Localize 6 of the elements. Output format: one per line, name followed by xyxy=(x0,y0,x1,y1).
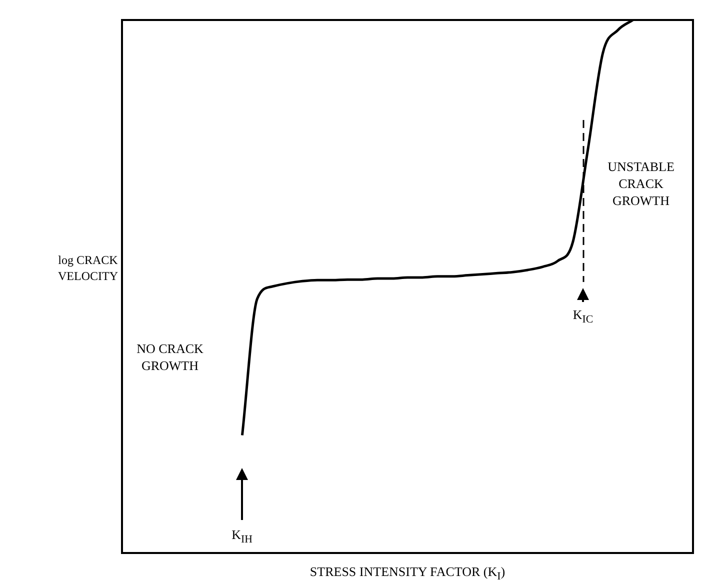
annotation: K$_{IH}$ xyxy=(230,526,254,548)
annotation: K$_{IC}$ xyxy=(572,306,594,328)
y-axis-title: log CRACK VELOCITY xyxy=(57,252,119,284)
annotation: NO CRACK GROWTH xyxy=(136,340,204,374)
x-axis-title: STRESS INTENSITY FACTOR (K$_{I}$) xyxy=(308,564,506,583)
annotation: UNSTABLE CRACK GROWTH xyxy=(606,158,676,209)
